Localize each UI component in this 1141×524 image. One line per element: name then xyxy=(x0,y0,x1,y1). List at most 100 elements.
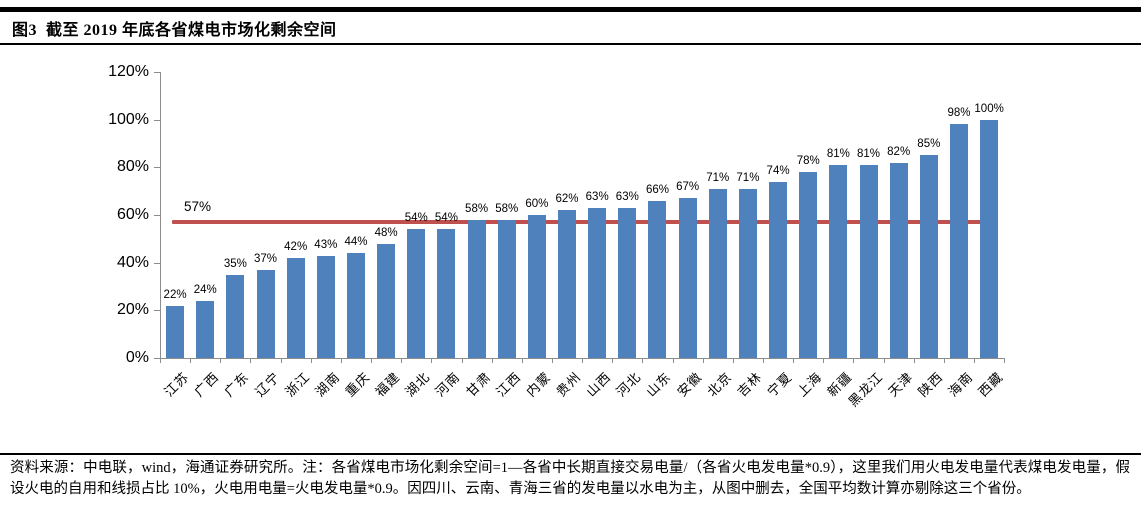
x-tick xyxy=(823,358,825,363)
x-tick xyxy=(280,358,282,363)
bar xyxy=(377,243,396,358)
bar-value-label: 48% xyxy=(374,226,398,239)
reference-line-label: 57% xyxy=(184,199,212,215)
y-tick xyxy=(154,358,160,359)
bar-value-label: 71% xyxy=(706,171,730,184)
bar xyxy=(166,305,185,358)
bar xyxy=(769,181,788,358)
bar xyxy=(497,219,516,358)
bar-value-label: 81% xyxy=(826,147,850,160)
y-axis-label: 40% xyxy=(116,253,149,271)
bar xyxy=(286,257,305,358)
bar xyxy=(919,155,938,358)
x-tick xyxy=(250,358,252,363)
x-tick xyxy=(371,358,373,363)
bar-value-label: 60% xyxy=(525,198,549,210)
x-tick xyxy=(431,358,433,363)
x-tick xyxy=(642,358,644,363)
bar-value-label: 71% xyxy=(736,171,760,184)
bar-value-label: 63% xyxy=(585,190,609,203)
bar xyxy=(859,164,878,358)
x-tick xyxy=(853,358,855,363)
y-tick xyxy=(154,262,160,264)
y-axis-label: 100% xyxy=(108,110,149,128)
bar xyxy=(467,219,486,358)
x-tick xyxy=(913,358,915,363)
y-tick xyxy=(154,215,160,216)
x-tick xyxy=(582,358,584,363)
bar-value-label: 44% xyxy=(344,236,368,249)
x-tick xyxy=(943,358,945,363)
title-rule xyxy=(0,43,1141,45)
bar xyxy=(799,172,818,358)
bar-value-label: 22% xyxy=(163,288,187,301)
y-axis-label: 20% xyxy=(116,301,149,319)
bar xyxy=(889,162,908,358)
bar xyxy=(829,164,848,358)
x-tick xyxy=(793,358,795,363)
bar-value-label: 24% xyxy=(193,283,217,296)
x-tick xyxy=(340,358,342,363)
x-tick xyxy=(974,358,976,363)
bar-value-label: 37% xyxy=(254,252,278,265)
bar-value-label: 85% xyxy=(917,138,941,151)
bar xyxy=(226,274,245,358)
source-note: 资料来源：中电联，wind，海通证券研究所。注：各省煤电市场化剩余空间=1—各省… xyxy=(10,460,1130,497)
y-axis-label: 0% xyxy=(125,349,149,366)
y-axis-line xyxy=(160,72,161,359)
x-tick xyxy=(672,358,674,363)
y-tick xyxy=(154,167,160,169)
x-tick xyxy=(521,358,523,363)
bar xyxy=(316,255,335,358)
top-rule xyxy=(0,7,1141,12)
bar-value-label: 67% xyxy=(676,181,700,194)
y-tick xyxy=(154,72,160,73)
bar-value-label: 98% xyxy=(947,107,971,120)
x-tick xyxy=(220,358,222,363)
x-tick xyxy=(401,358,403,363)
bar-value-label: 63% xyxy=(615,190,639,203)
bar-chart: 0% 20% 40% 60% 80% 100% 120% 57% 22% 江苏 24% 广西 35% 广东… xyxy=(0,50,1141,450)
bar xyxy=(256,269,275,358)
bar-value-label: 62% xyxy=(555,193,579,206)
bar xyxy=(648,200,667,358)
bar-value-label: 78% xyxy=(796,155,820,168)
bar-value-label: 43% xyxy=(314,238,338,251)
x-tick xyxy=(160,358,161,363)
y-axis-label: 80% xyxy=(116,158,149,176)
bar-value-label: 54% xyxy=(404,212,428,225)
bar-value-label: 82% xyxy=(887,145,911,158)
bar-value-label: 58% xyxy=(495,202,519,215)
figure-title: 图3 截至 2019 年底各省煤电市场化剩余空间 xyxy=(12,22,337,39)
x-tick xyxy=(702,358,704,363)
bar-value-label: 54% xyxy=(434,212,458,225)
y-tick xyxy=(154,119,160,121)
x-tick xyxy=(461,358,463,363)
x-tick xyxy=(763,358,764,363)
y-axis-label: 60% xyxy=(116,206,149,223)
footnote-rule xyxy=(0,453,1141,455)
x-tick xyxy=(732,358,734,363)
bar-value-label: 58% xyxy=(465,202,489,215)
x-tick xyxy=(1004,358,1006,363)
x-tick xyxy=(612,358,614,363)
bar-value-label: 35% xyxy=(223,257,247,270)
bar xyxy=(738,188,757,358)
x-tick xyxy=(310,358,312,363)
bar xyxy=(437,229,456,358)
bar xyxy=(708,188,727,358)
bar-value-label: 81% xyxy=(857,147,881,160)
x-tick xyxy=(190,358,192,363)
reference-line xyxy=(172,220,990,225)
bar xyxy=(980,119,999,358)
bar xyxy=(558,210,577,358)
bar-value-label: 100% xyxy=(974,102,1004,115)
y-tick xyxy=(154,310,160,312)
bar xyxy=(678,198,697,358)
bar xyxy=(196,300,215,358)
bar xyxy=(407,229,426,358)
y-axis-label: 120% xyxy=(108,63,149,80)
bar xyxy=(588,207,607,358)
x-tick xyxy=(491,358,493,363)
